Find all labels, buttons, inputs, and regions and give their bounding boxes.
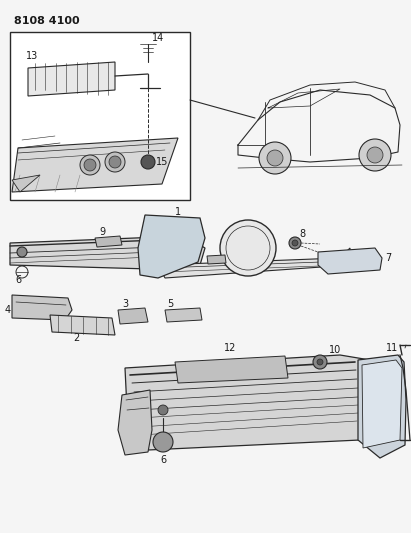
- Text: 1: 1: [175, 207, 181, 217]
- Circle shape: [153, 432, 173, 452]
- Text: 12: 12: [342, 259, 354, 269]
- Text: 8108 4100: 8108 4100: [14, 16, 80, 26]
- Text: 3: 3: [122, 299, 128, 309]
- Polygon shape: [358, 355, 406, 458]
- Circle shape: [259, 142, 291, 174]
- Circle shape: [80, 155, 100, 175]
- Text: 12: 12: [224, 343, 236, 353]
- Circle shape: [158, 405, 168, 415]
- Text: 9: 9: [99, 227, 105, 237]
- Text: 5: 5: [167, 299, 173, 309]
- Polygon shape: [165, 308, 202, 322]
- Text: 4: 4: [5, 305, 11, 315]
- Polygon shape: [125, 355, 375, 450]
- Polygon shape: [138, 215, 205, 278]
- Circle shape: [109, 156, 121, 168]
- Circle shape: [289, 237, 301, 249]
- Circle shape: [105, 152, 125, 172]
- Polygon shape: [50, 315, 115, 335]
- Text: 14: 14: [152, 33, 164, 43]
- Circle shape: [292, 240, 298, 246]
- Polygon shape: [318, 248, 382, 274]
- Bar: [10, 32, 190, 200]
- Circle shape: [367, 147, 383, 163]
- Circle shape: [17, 247, 27, 257]
- Polygon shape: [28, 62, 115, 96]
- Circle shape: [84, 159, 96, 171]
- Polygon shape: [12, 295, 72, 320]
- Polygon shape: [118, 390, 152, 455]
- Circle shape: [317, 359, 323, 365]
- Circle shape: [220, 220, 276, 276]
- Text: 2: 2: [73, 333, 79, 343]
- Polygon shape: [158, 248, 350, 278]
- Polygon shape: [175, 356, 288, 383]
- Polygon shape: [118, 308, 148, 324]
- Circle shape: [267, 150, 283, 166]
- Text: 13: 13: [26, 51, 38, 61]
- Polygon shape: [95, 236, 122, 247]
- Circle shape: [313, 355, 327, 369]
- Text: 10: 10: [329, 345, 341, 355]
- Polygon shape: [207, 255, 226, 264]
- Text: 8: 8: [299, 229, 305, 239]
- Text: 11: 11: [386, 343, 398, 353]
- Circle shape: [359, 139, 391, 171]
- Text: 7: 7: [385, 253, 391, 263]
- Circle shape: [141, 155, 155, 169]
- Polygon shape: [12, 138, 178, 192]
- Text: 9: 9: [219, 247, 225, 257]
- Text: 6: 6: [15, 275, 21, 285]
- Polygon shape: [362, 360, 402, 448]
- Polygon shape: [10, 236, 205, 270]
- Text: 6: 6: [160, 455, 166, 465]
- Polygon shape: [12, 175, 40, 192]
- Text: 15: 15: [156, 157, 168, 167]
